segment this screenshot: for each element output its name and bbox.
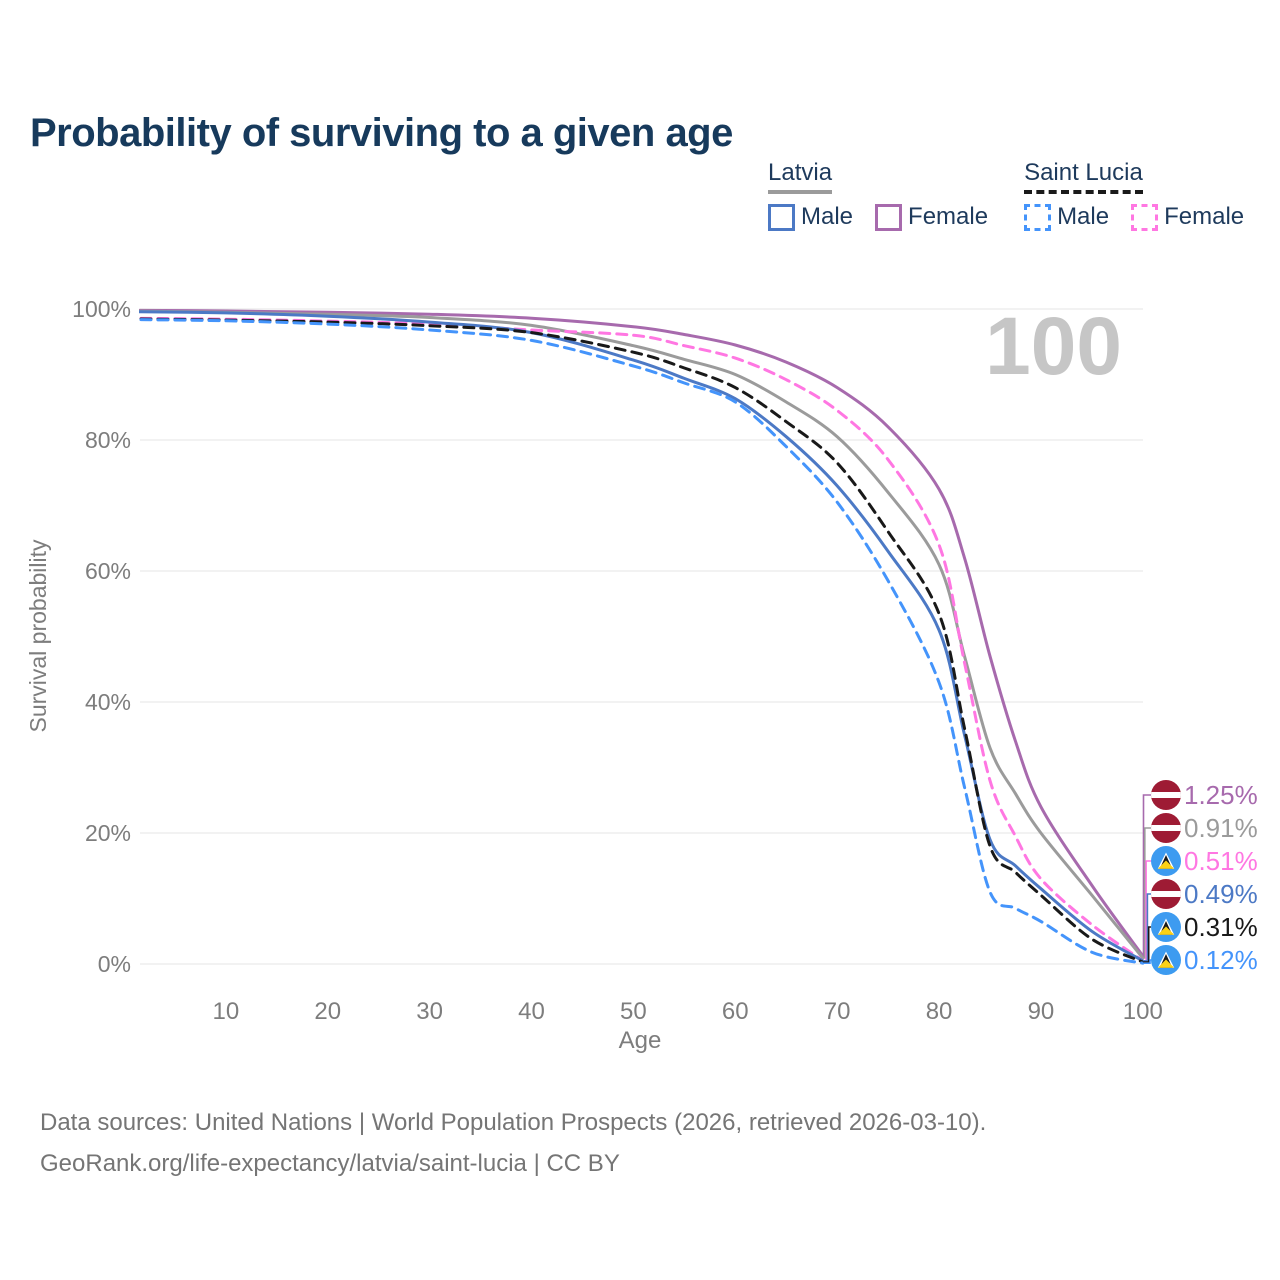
saint-lucia-male-line-swatch-icon (1024, 203, 1052, 231)
x-tick-label: 80 (926, 998, 953, 1025)
series-line-latvia-both[interactable] (124, 309, 1145, 960)
legend-items-saint-lucia: Male Female (1024, 203, 1244, 231)
end-label-connector-latvia-female (1142, 794, 1151, 957)
legend-item-latvia-male[interactable]: Male (768, 203, 853, 231)
data-sources-text: Data sources: United Nations | World Pop… (40, 1109, 987, 1136)
end-label-value-saint-lucia-both: 0.31% (1184, 912, 1258, 942)
page-title: Probability of surviving to a given age (30, 110, 733, 155)
series-line-latvia-male[interactable] (124, 310, 1145, 963)
y-axis-label: Survival probability (25, 539, 51, 733)
legend-group-latvia: Latvia Male Female (768, 159, 988, 231)
latvia-flag-icon (1151, 813, 1181, 843)
legend-items-latvia: Male Female (768, 203, 988, 231)
x-axis-label: Age (619, 1027, 662, 1054)
x-tick-label: 90 (1028, 998, 1055, 1025)
y-tick-label: 40% (85, 689, 131, 715)
y-tick-label: 100% (72, 296, 131, 322)
x-tick-label: 50 (620, 998, 647, 1025)
end-label-connector-latvia-both (1143, 827, 1151, 959)
series-line-saint-lucia-male[interactable] (124, 318, 1145, 965)
legend-country-latvia[interactable]: Latvia (768, 159, 833, 195)
hovered-age-watermark: 100 (985, 301, 1122, 392)
saint-lucia-flag-icon (1151, 912, 1181, 942)
end-label-connector-saint-lucia-both (1143, 926, 1151, 963)
y-tick-label: 80% (85, 427, 131, 453)
end-label-value-saint-lucia-female: 0.51% (1184, 846, 1258, 876)
x-tick-label: 10 (213, 998, 240, 1025)
legend-label-saint-lucia-female: Female (1164, 203, 1245, 231)
x-tick-label: 40 (518, 998, 545, 1025)
legend-label-latvia-female: Female (908, 203, 989, 231)
latvia-female-line-swatch-icon (875, 203, 903, 231)
legend-item-latvia-female[interactable]: Female (875, 203, 988, 231)
legend-label-latvia-male: Male (801, 203, 854, 231)
end-label-value-saint-lucia-male: 0.12% (1184, 945, 1258, 975)
end-label-value-latvia-both: 0.91% (1184, 813, 1258, 843)
x-tick-label: 100 (1123, 998, 1163, 1025)
latvia-flag-icon (1151, 879, 1181, 909)
saint-lucia-flag-icon (1151, 846, 1181, 876)
legend-item-saint-lucia-female[interactable]: Female (1131, 203, 1244, 231)
legend-group-saint-lucia: Saint Lucia Male Female (1024, 159, 1244, 231)
y-tick-label: 20% (85, 820, 131, 846)
end-label-value-latvia-male: 0.49% (1184, 879, 1258, 909)
y-tick-label: 0% (98, 951, 131, 977)
x-tick-label: 70 (824, 998, 851, 1025)
x-tick-label: 60 (722, 998, 749, 1025)
chart-legend: Latvia Male Female Saint Lucia Male Fema… (768, 159, 1244, 231)
legend-country-saint-lucia[interactable]: Saint Lucia (1024, 159, 1143, 195)
x-tick-label: 30 (416, 998, 443, 1025)
legend-item-saint-lucia-male[interactable]: Male (1024, 203, 1109, 231)
series-line-saint-lucia-both[interactable] (124, 317, 1145, 964)
series-line-latvia-female[interactable] (124, 308, 1145, 958)
series-line-saint-lucia-female[interactable] (124, 316, 1145, 963)
latvia-male-line-swatch-icon (768, 203, 795, 231)
saint-lucia-female-line-swatch-icon (1131, 203, 1159, 231)
end-label-connector-latvia-male (1143, 893, 1151, 962)
latvia-flag-icon (1151, 780, 1181, 810)
chart-footer: Data sources: United Nations | World Pop… (40, 1102, 986, 1184)
y-tick-label: 60% (85, 558, 131, 584)
x-tick-label: 20 (314, 998, 341, 1025)
saint-lucia-flag-icon (1151, 945, 1181, 975)
end-label-connector-saint-lucia-male (1143, 959, 1151, 964)
attribution-text: GeoRank.org/life-expectancy/latvia/saint… (40, 1150, 620, 1177)
legend-label-saint-lucia-male: Male (1057, 203, 1110, 231)
end-label-value-latvia-female: 1.25% (1184, 780, 1258, 810)
